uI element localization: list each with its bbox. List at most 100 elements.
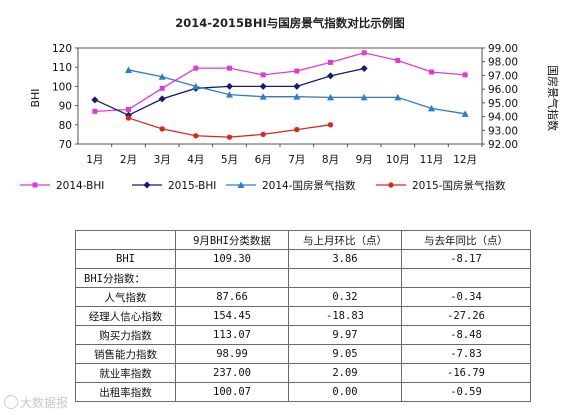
series-1 bbox=[92, 50, 468, 114]
legend-label: 2015-国房景气指数 bbox=[412, 179, 506, 192]
y2-tick-label: 93.00 bbox=[488, 125, 518, 137]
y-tick-label: 70 bbox=[59, 139, 72, 151]
row-value-cell: -0.59 bbox=[401, 382, 531, 402]
y2-tick-label: 96.00 bbox=[488, 84, 518, 96]
chart-title: 2014-2015BHI与国房景气指数对比示例图 bbox=[175, 16, 404, 30]
x-tick-label: 10月 bbox=[386, 154, 410, 166]
x-tick-label: 5月 bbox=[221, 154, 238, 166]
y-tick-label: 80 bbox=[59, 120, 72, 132]
data-point bbox=[125, 115, 132, 121]
y2-axis-label: 国房景气指数 bbox=[546, 65, 560, 131]
data-point bbox=[158, 73, 166, 80]
table-row: 经理人信心指数 154.45 -18.83 -27.26 bbox=[75, 306, 531, 326]
data-point bbox=[294, 126, 300, 133]
data-point bbox=[193, 65, 199, 71]
row-label-cell: 人气指数 bbox=[75, 287, 176, 307]
data-point bbox=[361, 50, 367, 56]
plot-frame bbox=[77, 47, 483, 145]
data-point bbox=[461, 110, 469, 117]
data-point bbox=[226, 91, 233, 98]
row-value-cell: 98.99 bbox=[175, 344, 289, 364]
y-tick-label: 100 bbox=[52, 81, 72, 93]
table-row: 购买力指数 113.07 9.97 -8.48 bbox=[75, 325, 531, 345]
chart-legend: 2014-BHI 2015-BHI 2014-国房景气指数 2015-国房景气指数 bbox=[20, 179, 506, 192]
x-tick-label: 1月 bbox=[86, 154, 103, 166]
row-value-cell: 0.32 bbox=[288, 287, 402, 307]
y2-tick-label: 95.00 bbox=[488, 98, 518, 110]
x-tick-label: 8月 bbox=[322, 154, 339, 166]
y2-tick-label: 97.00 bbox=[488, 70, 518, 82]
series-3 bbox=[125, 66, 469, 117]
data-point bbox=[395, 57, 401, 63]
table-header-cell: 9月BHI分类数据 bbox=[175, 230, 289, 250]
row-value-cell: 0.00 bbox=[288, 382, 402, 402]
row-label-cell: 就业率指数 bbox=[75, 363, 176, 383]
legend-item: 2015-BHI bbox=[132, 180, 216, 192]
data-point bbox=[327, 72, 334, 80]
table-header-cell: 与上月环比（点） bbox=[288, 230, 402, 250]
row-value-cell: -18.83 bbox=[288, 306, 402, 326]
data-point bbox=[227, 65, 232, 71]
legend-item: 2014-国房景气指数 bbox=[226, 179, 356, 192]
row-label-cell: 经理人信心指数 bbox=[75, 306, 176, 326]
table-header-cell bbox=[75, 230, 176, 250]
series-line bbox=[128, 117, 331, 138]
table-header-cell: 与去年同比（点） bbox=[401, 230, 531, 250]
watermark-logo-icon bbox=[4, 395, 18, 409]
chart-series bbox=[91, 50, 469, 140]
x-tick-label: 11月 bbox=[420, 154, 444, 166]
y-tick-label: 110 bbox=[52, 62, 72, 74]
data-point bbox=[327, 122, 334, 128]
table-row: 就业率指数 237.00 2.09 -16.79 bbox=[75, 363, 531, 383]
data-point bbox=[394, 93, 402, 101]
x-tick-label: 3月 bbox=[154, 154, 171, 166]
series-4 bbox=[125, 115, 334, 140]
table-row: BHI分指数： bbox=[75, 268, 531, 288]
x-tick-label: 6月 bbox=[255, 154, 272, 166]
row-value-cell: 100.07 bbox=[175, 382, 289, 402]
row-value-cell: -7.83 bbox=[401, 344, 531, 364]
y2-tick-label: 99.00 bbox=[488, 43, 518, 55]
row-value-cell: 113.07 bbox=[175, 325, 289, 345]
row-value-cell: 154.45 bbox=[175, 306, 289, 326]
row-label-cell: 购买力指数 bbox=[75, 325, 176, 345]
legend-item: 2014-BHI bbox=[20, 180, 104, 192]
table-row: BHI 109.30 3.86 -8.17 bbox=[75, 249, 531, 269]
bhi-stats-table: 9月BHI分类数据 与上月环比（点） 与去年同比（点） BHI 109.30 3.8… bbox=[75, 230, 531, 402]
legend-marker bbox=[388, 182, 394, 188]
data-point bbox=[428, 104, 435, 112]
table-row: 出租率指数 100.07 0.00 -0.59 bbox=[75, 382, 531, 402]
series-line bbox=[128, 69, 466, 115]
legend-label: 2014-BHI bbox=[56, 180, 104, 192]
data-point bbox=[260, 131, 266, 138]
data-point bbox=[294, 68, 300, 74]
row-label-cell: BHI分指数： bbox=[75, 268, 176, 288]
data-point bbox=[259, 82, 267, 90]
row-label-cell: 出租率指数 bbox=[75, 382, 176, 402]
data-point bbox=[125, 66, 132, 73]
y2-tick-label: 98.00 bbox=[488, 57, 518, 69]
row-label-cell: 销售能力指数 bbox=[75, 344, 176, 364]
y-tick-label: 120 bbox=[52, 43, 72, 55]
data-point bbox=[159, 126, 165, 132]
row-value-cell bbox=[288, 268, 402, 288]
data-point bbox=[92, 108, 98, 114]
x-tick-label: 4月 bbox=[187, 154, 204, 166]
data-point bbox=[259, 93, 267, 100]
row-value-cell: -16.79 bbox=[401, 363, 531, 383]
row-value-cell: 2.09 bbox=[288, 363, 402, 383]
bhi-comparison-chart: 2014-2015BHI与国房景气指数对比示例图 70 80 90 100 110 120… bbox=[20, 16, 560, 192]
data-point bbox=[293, 82, 301, 90]
row-value-cell: -8.17 bbox=[401, 249, 531, 269]
y-axis-label: BHI bbox=[29, 88, 42, 107]
data-point bbox=[293, 93, 301, 100]
watermark-text: 大数据报 bbox=[20, 396, 69, 410]
legend-marker bbox=[143, 181, 151, 189]
data-point bbox=[328, 59, 333, 65]
legend-item: 2015-国房景气指数 bbox=[376, 179, 506, 192]
legend-label: 2015-BHI bbox=[168, 180, 216, 192]
row-value-cell: 9.05 bbox=[288, 344, 402, 364]
legend-marker bbox=[32, 182, 38, 188]
row-value-cell: 3.86 bbox=[288, 249, 402, 269]
